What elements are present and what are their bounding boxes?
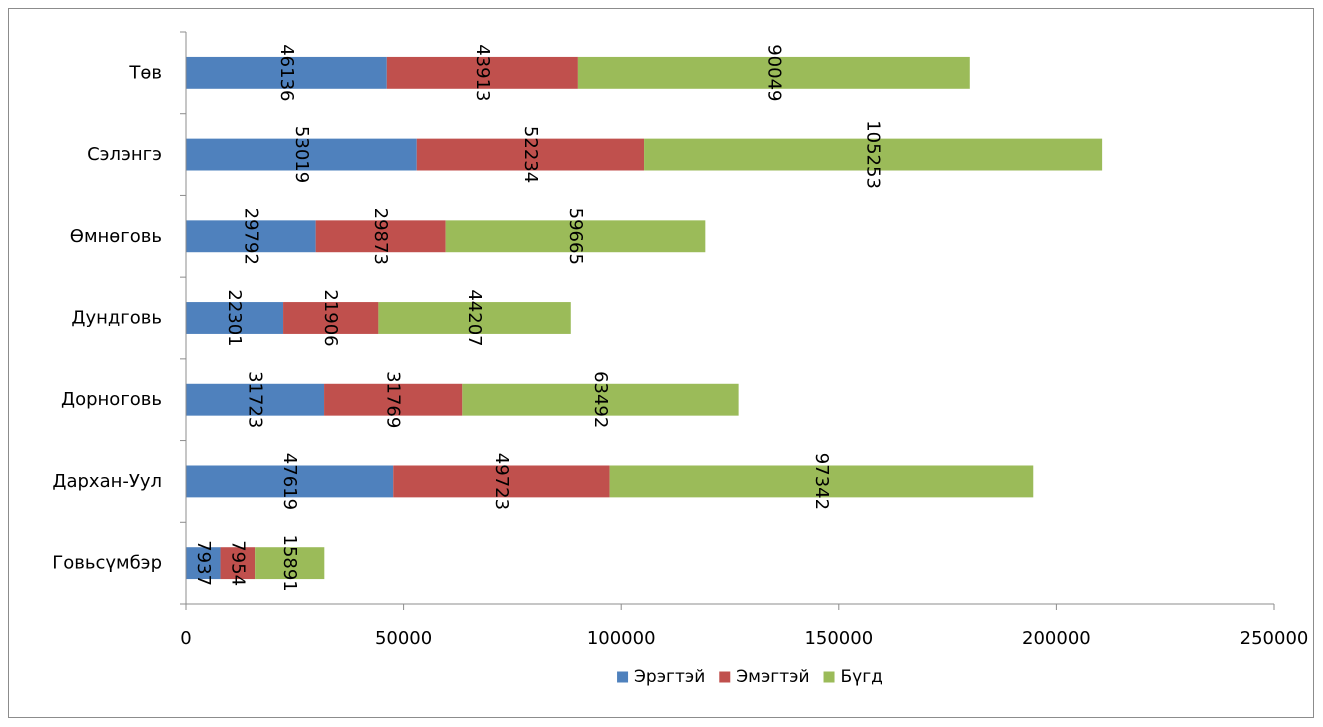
data-label: 22301 <box>224 289 245 346</box>
data-label: 15891 <box>279 535 300 592</box>
data-label: 105253 <box>863 120 884 189</box>
bar-бүгд-6 <box>644 138 1103 171</box>
data-label: 44207 <box>464 289 485 346</box>
data-labels-layer: 7937 7954 15891 47619 49723 97342 31723 31769 63… <box>193 44 884 592</box>
bar-эмэгтэй-4 <box>283 302 379 334</box>
data-label: 29873 <box>370 208 391 265</box>
bar-эрэгтэй-2 <box>186 465 394 498</box>
data-label: 46136 <box>276 44 297 101</box>
category-label: Сэлэнгэ <box>87 144 162 165</box>
data-label: 52234 <box>520 126 541 183</box>
value-tick-label: 100000 <box>587 628 656 649</box>
bar-эмэгтэй-6 <box>416 138 645 171</box>
bar-бүгд-4 <box>378 302 571 334</box>
category-label: Өмнөговь <box>70 226 162 247</box>
bar-эрэгтэй-3 <box>186 383 325 416</box>
value-tick-label: 200000 <box>1022 628 1091 649</box>
category-label: Говьсүмбэр <box>52 553 162 574</box>
data-label: 21906 <box>320 289 341 346</box>
legend-item-эмэгтэй: Эмэгтэй <box>719 667 810 687</box>
legend-swatch <box>823 671 835 683</box>
legend-label: Эмэгтэй <box>736 667 809 687</box>
value-tick-label: 150000 <box>804 628 873 649</box>
data-label: 59665 <box>565 208 586 265</box>
bar-эмэгтэй-5 <box>315 220 446 253</box>
legend-swatch <box>719 671 731 683</box>
legend-item-эрэгтэй: Эрэгтэй <box>617 667 705 687</box>
legend: Эрэгтэй Эмэгтэй Бүгд <box>617 667 883 687</box>
category-label: Дорноговь <box>61 389 162 410</box>
value-tick-label: 250000 <box>1240 628 1309 649</box>
data-label: 47619 <box>279 453 300 510</box>
bar-эрэгтэй-6 <box>186 138 417 171</box>
bar-эмэгтэй-2 <box>393 465 610 498</box>
category-label: Төв <box>128 62 162 83</box>
bar-эмэгтэй-3 <box>324 383 463 416</box>
legend-label: Бүгд <box>841 667 883 687</box>
bar-бүгд-2 <box>609 465 1034 498</box>
bars-layer <box>186 56 1103 580</box>
bar-бүгд-7 <box>577 56 970 89</box>
data-label: 31769 <box>383 371 404 428</box>
data-label: 90049 <box>763 44 784 101</box>
data-label: 29792 <box>240 208 261 265</box>
value-tick-label: 50000 <box>375 628 432 649</box>
legend-item-бүгд: Бүгд <box>823 667 883 687</box>
bar-бүгд-5 <box>445 220 706 253</box>
bar-эрэгтэй-5 <box>186 220 316 253</box>
data-label: 97342 <box>811 453 832 510</box>
legend-label: Эрэгтэй <box>634 667 705 687</box>
bar-эрэгтэй-1 <box>186 547 221 580</box>
data-label: 63492 <box>590 371 611 428</box>
bar-эрэгтэй-7 <box>186 56 387 89</box>
bar-эмэгтэй-7 <box>386 56 578 89</box>
data-label: 49723 <box>491 453 512 510</box>
data-label: 31723 <box>245 371 266 428</box>
category-label: Дархан-Уул <box>52 471 162 492</box>
bar-эмэгтэй-1 <box>220 547 256 580</box>
value-tick-label: 0 <box>180 628 191 649</box>
chart-frame <box>8 8 1314 718</box>
axes-layer: Говьсүмбэр Дархан-Уул Дорноговь Дундговь Өмн… <box>52 31 1309 649</box>
data-label: 43913 <box>472 44 493 101</box>
bar-бүгд-1 <box>255 547 325 580</box>
legend-swatch <box>617 671 629 683</box>
category-label: Дундговь <box>71 308 162 329</box>
data-label: 7937 <box>193 540 214 586</box>
bar-бүгд-3 <box>462 383 739 416</box>
data-label: 7954 <box>227 540 248 586</box>
data-label: 53019 <box>291 126 312 183</box>
bar-эрэгтэй-4 <box>186 302 284 334</box>
